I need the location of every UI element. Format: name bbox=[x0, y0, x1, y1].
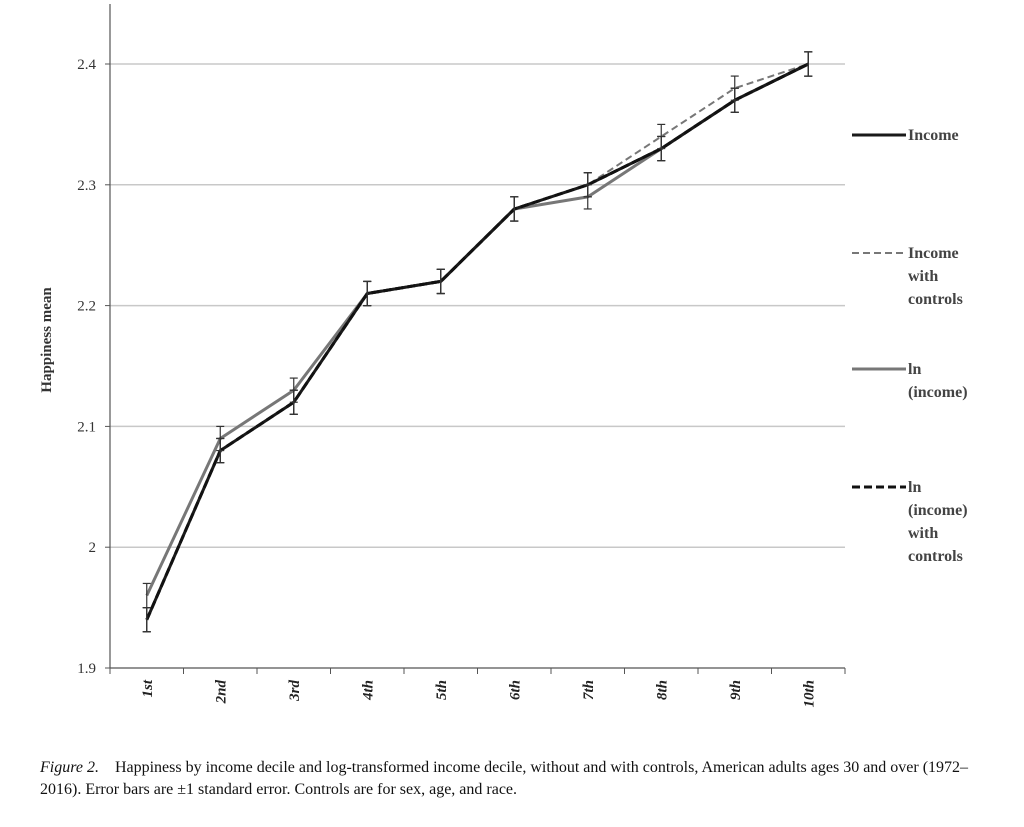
x-tick-label: 8th bbox=[654, 680, 670, 700]
grid-lines bbox=[110, 63, 845, 548]
series-line bbox=[145, 63, 809, 621]
x-tick-label: 9th bbox=[728, 680, 744, 700]
axes: 1.9 2 2.1 2.2 2.3 2.4 1st 2nd 3rd 4th 5th 6th 7th 8th… bbox=[77, 4, 846, 708]
error-bar bbox=[510, 196, 519, 222]
x-tick-label: 10th bbox=[801, 680, 817, 708]
figure-caption: Figure 2. Happiness by income decile and… bbox=[40, 757, 1000, 801]
x-tick-label: 2nd bbox=[213, 680, 229, 705]
series-line bbox=[145, 62, 809, 621]
legend-label: ln bbox=[908, 361, 921, 378]
legend: Income Income with controls ln (income) ln (inc… bbox=[852, 127, 968, 565]
y-tick-label: 2 bbox=[89, 540, 97, 556]
y-tick-label: 2.4 bbox=[77, 57, 96, 73]
error-bar bbox=[730, 87, 739, 113]
legend-label: ln bbox=[908, 479, 921, 496]
error-bar bbox=[436, 268, 445, 295]
x-tick-label: 7th bbox=[581, 680, 597, 700]
legend-label: with bbox=[908, 268, 938, 285]
error-bar bbox=[289, 389, 298, 415]
happiness-line-chart: 1.9 2 2.1 2.2 2.3 2.4 1st 2nd 3rd 4th 5th 6th 7th 8th… bbox=[39, 4, 968, 708]
y-tick-label: 2.2 bbox=[77, 299, 96, 315]
x-tick-label: 6th bbox=[507, 680, 523, 700]
legend-label: with bbox=[908, 525, 938, 542]
y-tick-label: 2.3 bbox=[77, 178, 96, 194]
y-tick-label: 1.9 bbox=[77, 661, 96, 677]
error-bar bbox=[142, 606, 151, 633]
series-line bbox=[145, 62, 809, 621]
error-bar bbox=[657, 135, 666, 162]
error-bar bbox=[216, 437, 225, 464]
caption-label: Figure 2. bbox=[40, 759, 99, 776]
series-lines bbox=[142, 51, 813, 633]
error-bar bbox=[804, 51, 813, 77]
error-bar bbox=[583, 172, 592, 198]
x-tick-label: 1st bbox=[140, 679, 156, 697]
y-axis-label: Happiness mean bbox=[39, 287, 55, 393]
error-bar bbox=[363, 280, 372, 307]
legend-label: Income bbox=[908, 245, 959, 262]
legend-label: Income bbox=[908, 127, 959, 144]
y-tick-label: 2.1 bbox=[77, 419, 96, 435]
x-tick-label: 5th bbox=[434, 680, 450, 700]
legend-label: controls bbox=[908, 291, 963, 308]
series-line bbox=[145, 62, 809, 597]
caption-text: Happiness by income decile and log-trans… bbox=[40, 759, 969, 798]
legend-label: controls bbox=[908, 548, 963, 565]
x-tick-label: 4th bbox=[360, 680, 376, 701]
legend-label: (income) bbox=[908, 384, 968, 401]
x-tick-label: 3rd bbox=[287, 680, 303, 702]
legend-label: (income) bbox=[908, 502, 968, 519]
